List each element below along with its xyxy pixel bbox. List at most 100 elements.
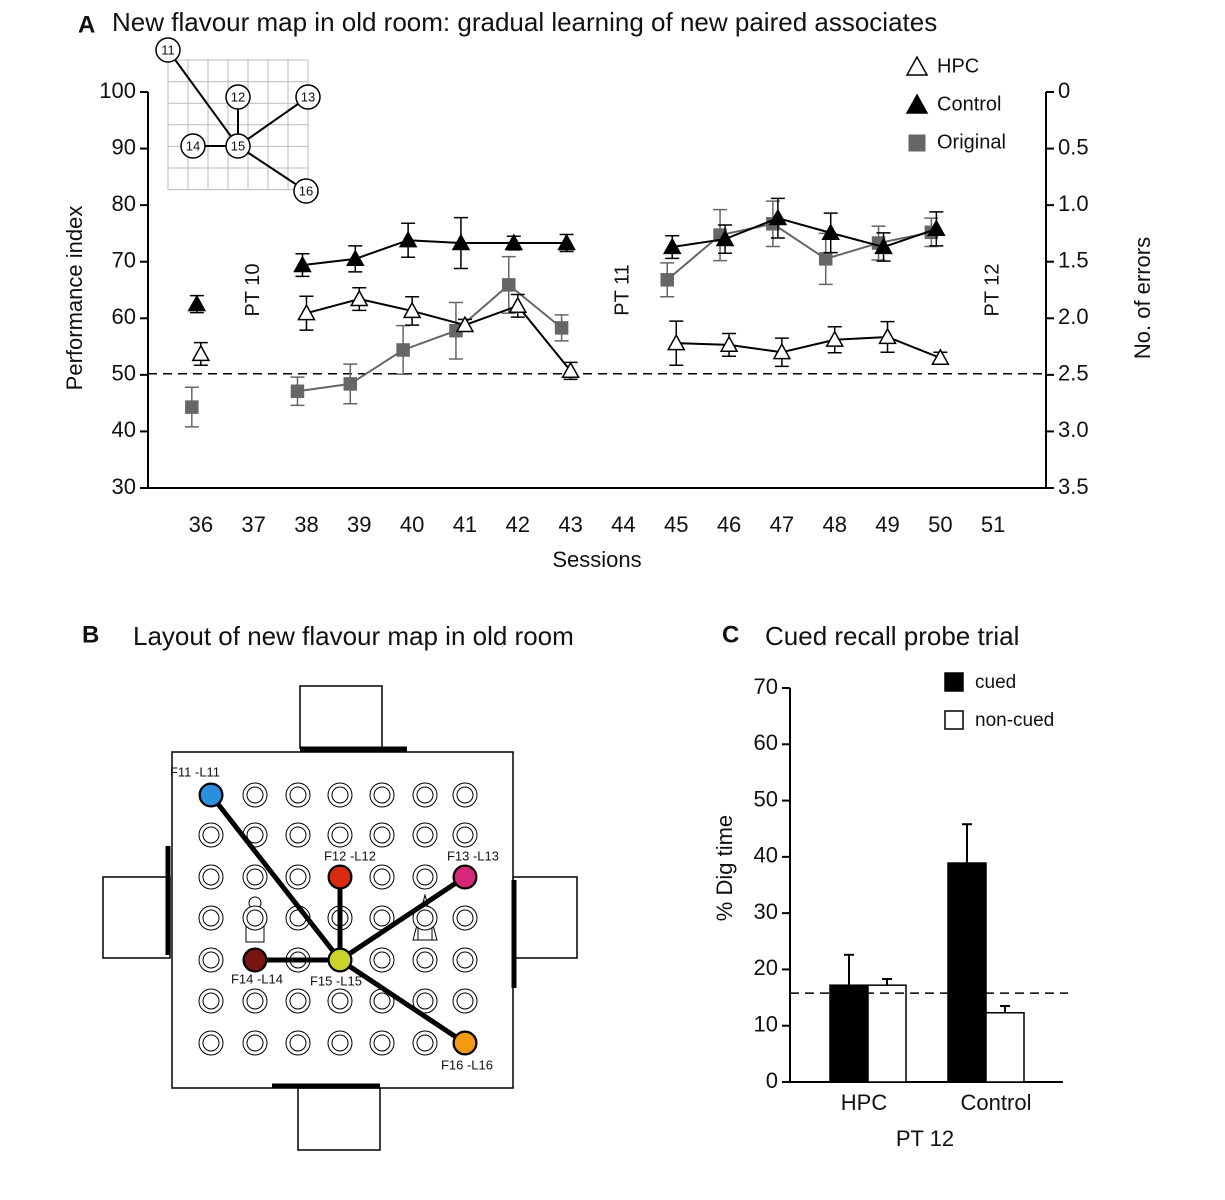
x-tick-label: 42: [506, 512, 530, 537]
cued-well: [453, 1031, 477, 1055]
well-label: F11 -L11: [170, 764, 220, 779]
sandwell-inner: [246, 826, 264, 844]
marker: [825, 330, 844, 347]
panel-letter: A: [78, 11, 95, 38]
y2-tick-label: 1.5: [1058, 248, 1089, 273]
path-edge: [209, 793, 342, 962]
inset-node-label: 16: [299, 183, 313, 198]
marker: [561, 361, 580, 379]
marker: [660, 273, 674, 287]
x-tick-label: 39: [347, 512, 371, 537]
inset-node: [180, 133, 206, 159]
marker: [297, 303, 316, 321]
panel-letter: B: [82, 621, 99, 648]
cued-well: [328, 948, 352, 972]
marker: [396, 343, 410, 357]
inset-node-label: 15: [231, 138, 245, 153]
series-line: [302, 217, 937, 267]
sandwell-inner: [416, 1034, 434, 1052]
marker: [874, 237, 893, 255]
y2-tick-label: 1.0: [1058, 191, 1089, 216]
y-tick-label: 40: [754, 843, 778, 868]
marker: [191, 344, 211, 362]
x-tick-label: 36: [189, 512, 213, 537]
sandwell-inner: [246, 786, 264, 804]
chart-title: Cued recall probe trial: [765, 621, 1019, 651]
legend-label: Original: [937, 131, 1006, 153]
y-tick-label: 0: [766, 1068, 778, 1093]
sandwell-inner: [373, 826, 391, 844]
marker: [508, 296, 528, 313]
marker: [455, 315, 475, 333]
inset-node: [155, 37, 181, 63]
well-label: F16 -L16: [441, 1057, 493, 1072]
legend-swatch: [944, 672, 964, 692]
annotation: PT 11: [612, 264, 634, 316]
marker: [451, 233, 471, 251]
series-line: [297, 222, 932, 393]
cued-well: [453, 865, 477, 889]
marker: [931, 348, 950, 366]
inset-node: [225, 84, 251, 110]
legend-label: HPC: [937, 55, 979, 77]
sandwell-inner: [289, 786, 307, 804]
inset-node-label: 14: [186, 138, 200, 153]
inset-node: [295, 84, 321, 110]
sandwell-inner: [416, 826, 434, 844]
y-tick-label: 70: [112, 248, 136, 273]
y-tick-label: 10: [754, 1012, 778, 1037]
inset-node-label: 13: [301, 89, 315, 104]
y-tick-label: 90: [112, 134, 136, 159]
sandwell-inner: [416, 786, 434, 804]
y2-tick-label: 2.0: [1058, 304, 1089, 329]
bar: [985, 1012, 1025, 1083]
sandwell-inner: [331, 786, 349, 804]
inset-edge: [237, 145, 307, 192]
x-tick-label: 50: [928, 512, 952, 537]
sandwell-inner: [202, 826, 220, 844]
sandwell-inner: [289, 868, 307, 886]
sandwell-inner: [373, 1034, 391, 1052]
sandwell-inner: [331, 992, 349, 1010]
legend-swatch: [944, 710, 964, 730]
x-tick-label: 48: [822, 512, 846, 537]
marker: [290, 384, 305, 399]
x-tick-label: 41: [453, 512, 477, 537]
sandwell-inner: [202, 951, 220, 969]
marker: [350, 289, 369, 307]
marker: [666, 333, 686, 351]
y-tick-label: 30: [754, 899, 778, 924]
marker: [293, 255, 312, 273]
legend-marker: [905, 55, 929, 76]
y-tick-label: 50: [112, 361, 136, 386]
sandwell-inner: [246, 992, 264, 1010]
x-tick-label: Control: [961, 1090, 1032, 1115]
sandwell-inner: [456, 909, 474, 927]
sandwell-inner: [373, 909, 391, 927]
cued-well: [328, 865, 352, 889]
sandwell-inner: [246, 909, 264, 927]
y-tick-label: 70: [754, 674, 778, 699]
inset-node-label: 12: [231, 89, 245, 104]
marker: [346, 249, 365, 267]
panel-letter: C: [722, 621, 739, 648]
sandwell-inner: [289, 1034, 307, 1052]
sandwell-inner: [246, 1034, 264, 1052]
sandwell-inner: [456, 992, 474, 1010]
sandwell-inner: [202, 909, 220, 927]
sandwell-inner: [289, 992, 307, 1010]
sandwell-inner: [373, 992, 391, 1010]
legend-label: Control: [937, 93, 1001, 115]
marker: [662, 237, 682, 255]
sandwell-inner: [289, 826, 307, 844]
y2-tick-label: 3.5: [1058, 474, 1089, 499]
sandwell-inner: [373, 951, 391, 969]
marker: [818, 252, 833, 266]
y-tick-label: 100: [99, 78, 136, 103]
legend-label: cued: [975, 672, 1016, 693]
x-tick-label: 44: [611, 512, 635, 537]
well-label: F14 -L14: [231, 971, 283, 986]
x-tick-label: 40: [400, 512, 424, 537]
sandwell-inner: [202, 1034, 220, 1052]
y-tick-label: 60: [112, 304, 136, 329]
